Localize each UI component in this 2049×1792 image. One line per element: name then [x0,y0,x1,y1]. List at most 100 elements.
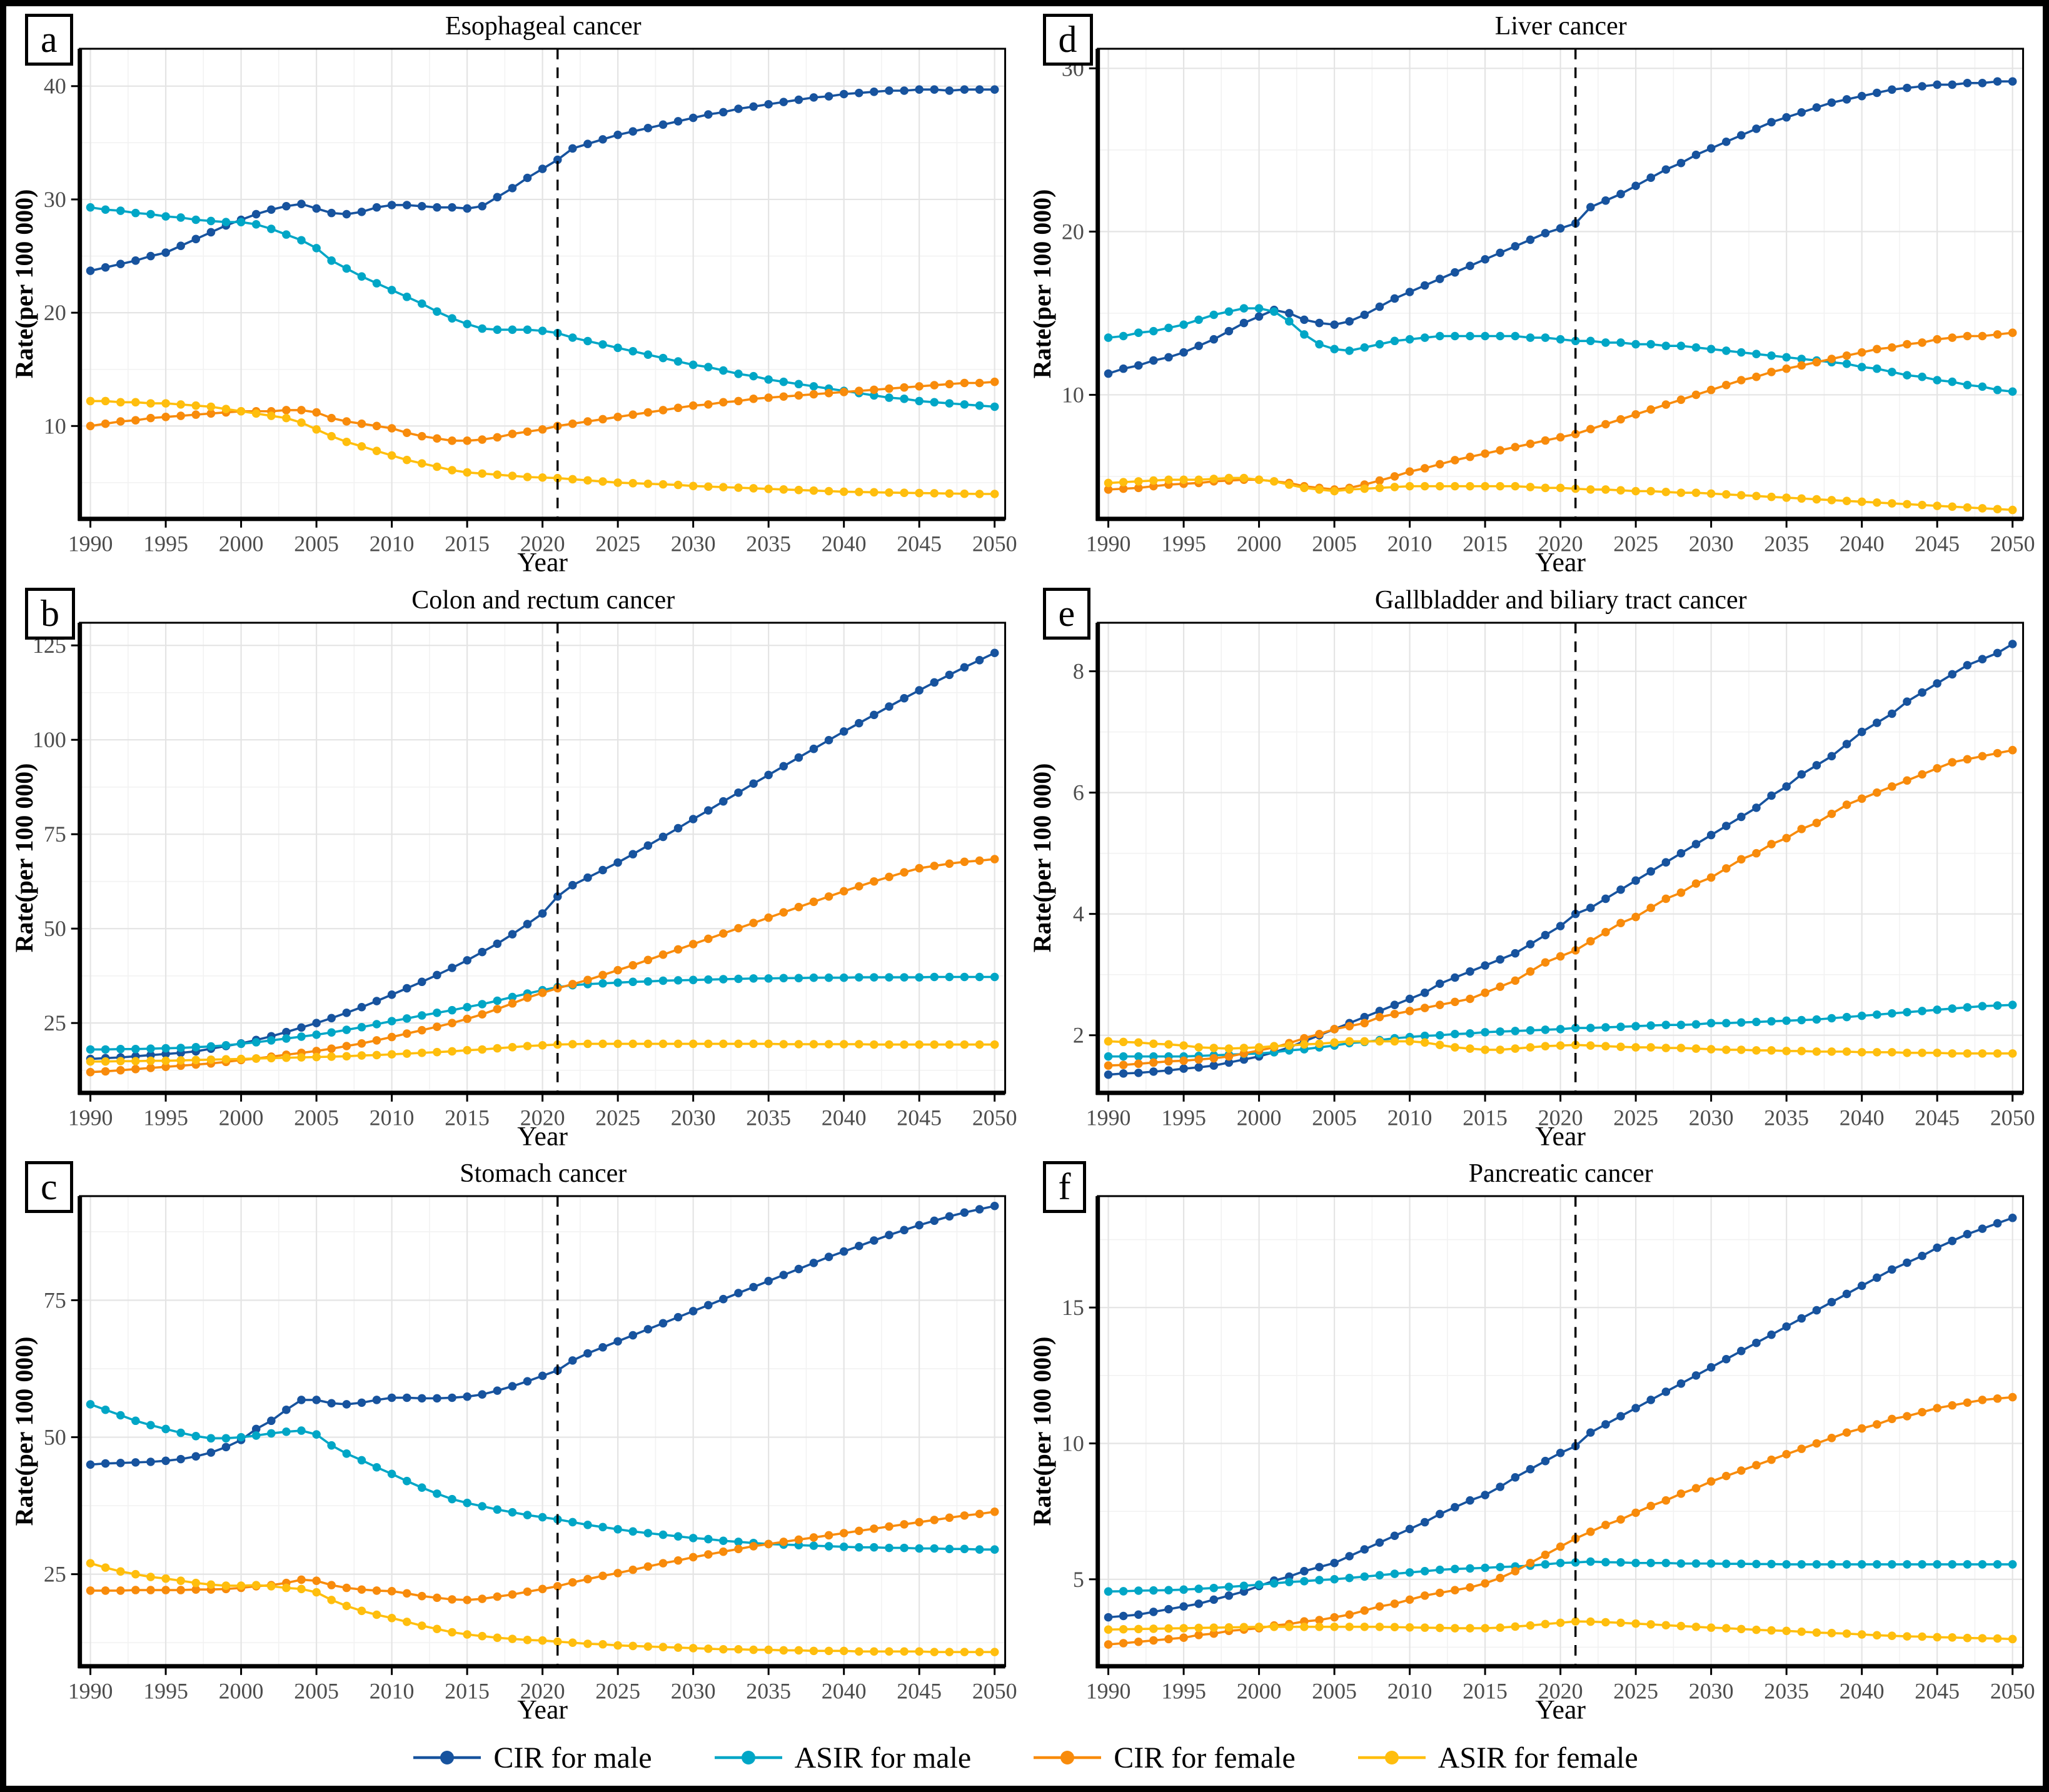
svg-text:2030: 2030 [671,1105,716,1130]
svg-text:Year: Year [1535,548,1586,578]
svg-text:2050: 2050 [972,1679,1017,1704]
svg-text:2050: 2050 [972,531,1017,556]
svg-text:10: 10 [1061,1431,1084,1456]
svg-text:2000: 2000 [1236,1679,1281,1704]
svg-text:2030: 2030 [1688,1679,1733,1704]
chart-svg-liver: 10 2030 1990 1995 2000 2005 2010 2015 2020 2025 20… [1029,48,2035,578]
svg-text:20: 20 [1061,219,1084,244]
panel-label-d: d [1042,14,1093,66]
svg-text:2035: 2035 [746,1679,791,1704]
chart-pancreatic: 5 10 15 1990 1995 2000 2005 2010 2015 2020 2025 203… [1029,1191,2038,1730]
panel-esophageal: a Esophageal cancer 10 20 30 40 1990 1995 2000… [11,9,1020,583]
svg-text:1995: 1995 [143,531,188,556]
svg-text:10: 10 [1061,382,1084,407]
svg-text:Rate(per 100 000): Rate(per 100 000) [11,189,38,379]
panel-title-gallbladder: Gallbladder and biliary tract cancer [1374,585,1747,615]
svg-text:2030: 2030 [1688,531,1733,556]
svg-text:2020: 2020 [520,1105,565,1130]
svg-text:50: 50 [44,1425,66,1450]
svg-text:Rate(per 100 000): Rate(per 100 000) [11,763,38,952]
svg-text:2015: 2015 [445,1105,490,1130]
svg-text:2000: 2000 [219,1679,264,1704]
svg-text:75: 75 [44,822,66,847]
svg-text:Year: Year [1535,1695,1586,1725]
svg-text:2030: 2030 [671,1679,716,1704]
chart-colon-rectum: 25 50 75 100 125 1990 1995 2000 2005 2010 2015 2020… [11,618,1020,1157]
svg-text:2005: 2005 [294,531,339,556]
svg-text:2010: 2010 [1387,1679,1432,1704]
svg-text:2035: 2035 [746,1105,791,1130]
svg-text:4: 4 [1072,901,1084,926]
svg-text:Rate(per 100 000): Rate(per 100 000) [1029,1337,1056,1526]
asir-female-line-marker-icon [1357,1751,1426,1765]
svg-text:2005: 2005 [1312,1679,1357,1704]
panel-title-pancreatic: Pancreatic cancer [1468,1159,1653,1189]
chart-liver: 10 20 30 1990 1995 2000 2005 2010 2015 2020 2025 20… [1029,44,2038,583]
svg-text:2025: 2025 [1613,531,1658,556]
panel-title-esophageal: Esophageal cancer [445,12,642,41]
svg-text:2000: 2000 [1236,1105,1281,1130]
svg-text:2040: 2040 [822,531,867,556]
svg-text:2025: 2025 [1613,1679,1658,1704]
panel-label-e: e [1042,587,1091,640]
legend-label-asir-male: ASIR for male [794,1741,972,1774]
svg-text:2050: 2050 [1990,531,2035,556]
svg-text:1995: 1995 [1161,1105,1206,1130]
svg-text:2035: 2035 [1764,531,1809,556]
panel-title-stomach: Stomach cancer [460,1159,627,1189]
svg-text:1990: 1990 [1085,1105,1130,1130]
svg-text:1990: 1990 [1085,531,1130,556]
svg-text:2025: 2025 [595,531,640,556]
chart-svg-stomach: 25 50 75 1990 1995 2000 2005 2010 2015 2020 2025 20… [11,1195,1017,1725]
svg-text:2030: 2030 [1688,1105,1733,1130]
panel-gallbladder: e Gallbladder and biliary tract cancer 2… [1029,583,2038,1157]
panel-label-c: c [25,1161,73,1214]
svg-text:Year: Year [1535,1121,1586,1151]
svg-text:2000: 2000 [219,1105,264,1130]
svg-text:8: 8 [1072,658,1084,683]
cir-male-line-marker-icon [413,1751,481,1765]
chart-esophageal: 10 20 30 40 1990 1995 2000 2005 2010 2015 2020 2025… [11,44,1020,583]
svg-text:2005: 2005 [294,1679,339,1704]
svg-text:25: 25 [44,1562,66,1587]
svg-text:2025: 2025 [595,1105,640,1130]
svg-text:10: 10 [44,413,66,438]
svg-text:1995: 1995 [1161,531,1206,556]
legend-item-cir-male: CIR for male [411,1741,652,1775]
svg-text:Year: Year [517,1695,568,1725]
svg-text:2020: 2020 [1538,1105,1583,1130]
svg-text:2035: 2035 [1764,1105,1809,1130]
svg-text:2010: 2010 [370,1105,415,1130]
svg-text:2040: 2040 [822,1105,867,1130]
svg-text:30: 30 [44,187,66,212]
svg-text:2025: 2025 [595,1679,640,1704]
svg-text:2010: 2010 [370,531,415,556]
svg-text:2040: 2040 [822,1679,867,1704]
panel-title-colon-rectum: Colon and rectum cancer [411,585,675,615]
svg-text:2020: 2020 [520,1679,565,1704]
svg-text:2020: 2020 [520,531,565,556]
svg-text:2005: 2005 [294,1105,339,1130]
svg-text:2045: 2045 [897,1679,942,1704]
legend-label-cir-male: CIR for male [493,1741,652,1774]
svg-text:2040: 2040 [1839,1105,1884,1130]
svg-text:75: 75 [44,1288,66,1313]
svg-text:2030: 2030 [671,531,716,556]
cir-female-line-marker-icon [1034,1751,1102,1765]
panel-title-liver: Liver cancer [1494,12,1627,41]
svg-text:25: 25 [44,1010,66,1035]
svg-text:2005: 2005 [1312,531,1357,556]
svg-text:1995: 1995 [143,1679,188,1704]
svg-text:2015: 2015 [445,531,490,556]
svg-text:Year: Year [517,548,568,578]
panel-pancreatic: f Pancreatic cancer 5 10 15 1990 1995 2000 200… [1029,1156,2038,1730]
svg-text:2045: 2045 [1915,531,1960,556]
svg-text:2005: 2005 [1312,1105,1357,1130]
svg-text:1995: 1995 [1161,1679,1206,1704]
svg-text:1990: 1990 [68,1105,113,1130]
svg-text:2045: 2045 [897,1105,942,1130]
svg-text:2045: 2045 [1915,1105,1960,1130]
